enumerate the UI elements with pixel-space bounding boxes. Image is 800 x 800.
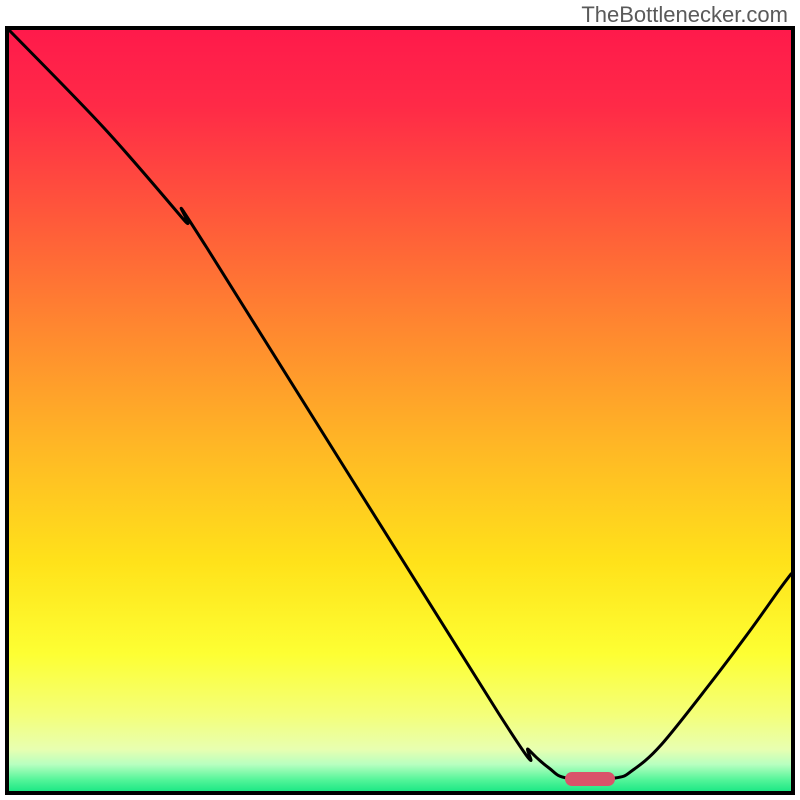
- bottleneck-curve: [9, 30, 791, 791]
- bottleneck-chart: [5, 26, 795, 795]
- attribution-text: TheBottlenecker.com: [581, 2, 788, 28]
- optimal-marker: [565, 772, 615, 786]
